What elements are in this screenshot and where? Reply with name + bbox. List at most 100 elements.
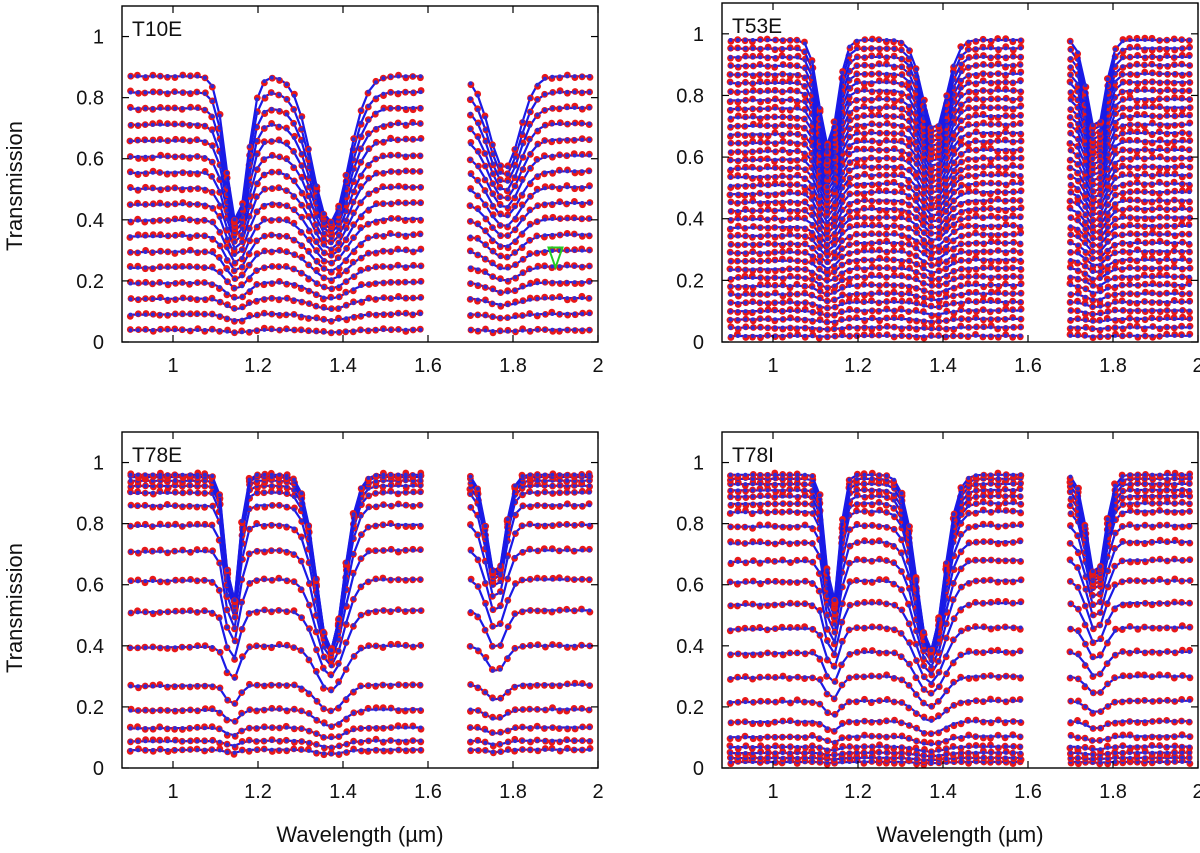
model-point <box>966 258 971 262</box>
model-point <box>1172 173 1177 178</box>
model-point <box>498 223 503 228</box>
model-point <box>1172 257 1177 262</box>
model-point <box>1120 199 1125 203</box>
model-point <box>1128 131 1132 135</box>
model-point <box>520 271 525 276</box>
model-point <box>735 267 740 272</box>
model-point <box>262 171 267 176</box>
model-point <box>1142 257 1147 262</box>
model-point <box>758 200 763 205</box>
model-point <box>869 249 874 254</box>
model-point <box>884 232 889 237</box>
model-point <box>1113 201 1118 206</box>
model-point <box>1068 190 1073 195</box>
model-point <box>202 186 207 191</box>
model-point <box>996 173 1001 178</box>
model-point <box>929 327 934 331</box>
model-point <box>1075 137 1080 142</box>
model-point <box>351 189 356 194</box>
model-point <box>981 257 986 262</box>
model-point <box>929 257 934 261</box>
model-point <box>750 166 755 171</box>
model-point <box>188 328 192 332</box>
model-point <box>1018 240 1023 245</box>
model-point <box>344 268 349 273</box>
model-point <box>981 131 986 135</box>
model-point <box>173 186 178 191</box>
model-point <box>329 296 334 301</box>
model-point <box>788 174 792 179</box>
model-point <box>135 265 140 270</box>
model-point <box>973 198 978 203</box>
model-point <box>513 146 518 151</box>
model-point <box>817 311 822 316</box>
model-point <box>1157 232 1162 237</box>
model-point <box>1018 283 1023 288</box>
model-point <box>959 159 964 164</box>
model-point <box>1120 333 1125 338</box>
model-point <box>1068 182 1073 187</box>
model-point <box>788 317 792 322</box>
model-point <box>336 330 341 335</box>
model-point <box>292 121 297 126</box>
model-point <box>580 327 585 332</box>
model-point <box>165 296 170 301</box>
model-point <box>765 183 770 188</box>
model-point <box>572 201 577 205</box>
model-point <box>1011 325 1016 330</box>
model-point <box>284 97 289 102</box>
model-point <box>1083 279 1088 284</box>
model-point <box>1120 156 1125 161</box>
model-point <box>743 192 748 196</box>
model-point <box>1135 325 1140 330</box>
model-point <box>158 249 163 254</box>
model-point <box>195 138 200 143</box>
model-point <box>988 274 993 279</box>
model-point <box>202 281 207 285</box>
model-point <box>825 306 830 311</box>
model-point <box>914 317 919 322</box>
model-point <box>1150 325 1155 330</box>
model-curve <box>730 326 1021 331</box>
model-point <box>535 265 540 270</box>
model-point <box>388 153 393 158</box>
model-point <box>750 259 755 264</box>
model-point <box>180 154 185 159</box>
model-point <box>359 269 364 274</box>
model-point <box>269 312 274 316</box>
model-point <box>262 218 267 223</box>
model-point <box>728 242 733 247</box>
model-point <box>1120 215 1125 220</box>
model-point <box>277 280 282 285</box>
model-point <box>1172 325 1177 330</box>
model-point <box>988 257 993 262</box>
model-point <box>959 184 964 189</box>
model-point <box>1142 240 1147 245</box>
model-point <box>396 153 401 158</box>
model-point <box>973 240 978 245</box>
model-point <box>1120 300 1125 305</box>
model-point <box>847 143 852 148</box>
model-point <box>165 186 170 191</box>
model-point <box>1142 164 1147 169</box>
model-point <box>321 250 326 255</box>
model-point <box>936 263 941 268</box>
model-point <box>936 297 941 302</box>
model-point <box>981 224 986 228</box>
model-point <box>765 217 770 221</box>
model-point <box>728 325 733 330</box>
model-point <box>1150 207 1155 211</box>
model-point <box>150 218 155 223</box>
model-point <box>475 164 480 169</box>
model-point <box>1187 308 1192 313</box>
model-point <box>795 233 800 238</box>
model-point <box>795 317 800 322</box>
model-point <box>292 312 297 317</box>
model-point <box>418 74 423 79</box>
model-point <box>550 264 555 269</box>
model-point <box>981 249 986 254</box>
model-point <box>1157 156 1162 161</box>
model-point <box>1011 131 1016 135</box>
model-point <box>396 248 401 253</box>
model-point <box>773 157 778 162</box>
